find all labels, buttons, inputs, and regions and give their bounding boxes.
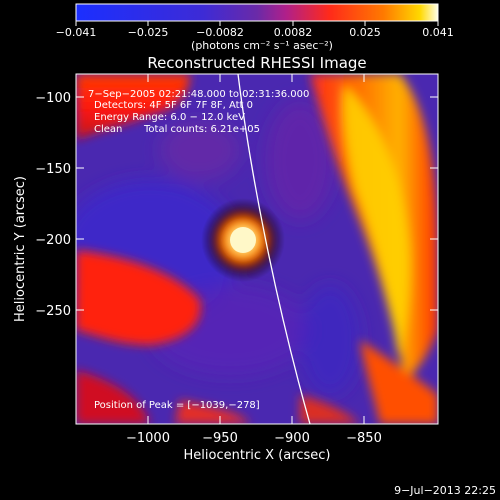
colorbar-gradient	[75, 3, 439, 22]
solar-limb-line	[237, 74, 311, 424]
x-tick-label: −1000	[126, 431, 170, 446]
colorbar-tick-label: 0.0082	[274, 26, 313, 39]
footer-timestamp: 9−Jul−2013 22:25	[394, 484, 496, 497]
colorbar-tick-label: −0.0082	[196, 26, 244, 39]
x-tick-label: −850	[346, 431, 382, 446]
colorbar-units: (photons cm⁻² s⁻¹ asec⁻²)	[191, 39, 333, 52]
colorbar-tick-label: 0.025	[349, 26, 381, 39]
x-tick-label: −950	[202, 431, 238, 446]
y-axis-title: Heliocentric Y (arcsec)	[13, 176, 28, 322]
plot-frame	[75, 73, 439, 425]
x-tick-label: −900	[274, 431, 310, 446]
plot-title: Reconstructed RHESSI Image	[147, 54, 366, 72]
y-tick-label: −250	[35, 304, 71, 319]
colorbar-tick-label: −0.041	[56, 26, 97, 39]
y-tick-label: −150	[35, 162, 71, 177]
detectors: Detectors: 4F 5F 6F 7F 8F, Att 0	[94, 100, 253, 111]
clean-label: Clean	[94, 124, 122, 135]
rhessi-image	[76, 74, 438, 424]
colorbar-ticks	[75, 21, 439, 26]
colorbar-tick-label: 0.041	[422, 26, 454, 39]
energy-range: Energy Range: 6.0 − 12.0 keV	[94, 112, 245, 123]
colorbar: −0.041 −0.025 −0.0082 0.0082 0.025 0.041…	[56, 3, 454, 52]
image-info: 7−Sep−2005 02:21:48.000 to 02:31:36.000 …	[88, 89, 309, 411]
total-counts: Total counts: 6.21e+05	[143, 124, 260, 135]
flare-source	[230, 227, 256, 253]
y-tick-label: −100	[35, 91, 71, 106]
y-tick-label: −200	[35, 233, 71, 248]
axis-ticks	[76, 74, 438, 424]
colorbar-tick-label: −0.025	[128, 26, 169, 39]
time-range: 7−Sep−2005 02:21:48.000 to 02:31:36.000	[88, 89, 309, 100]
x-axis-title: Heliocentric X (arcsec)	[184, 448, 331, 463]
peak-position: Position of Peak = [−1039,−278]	[94, 400, 260, 411]
